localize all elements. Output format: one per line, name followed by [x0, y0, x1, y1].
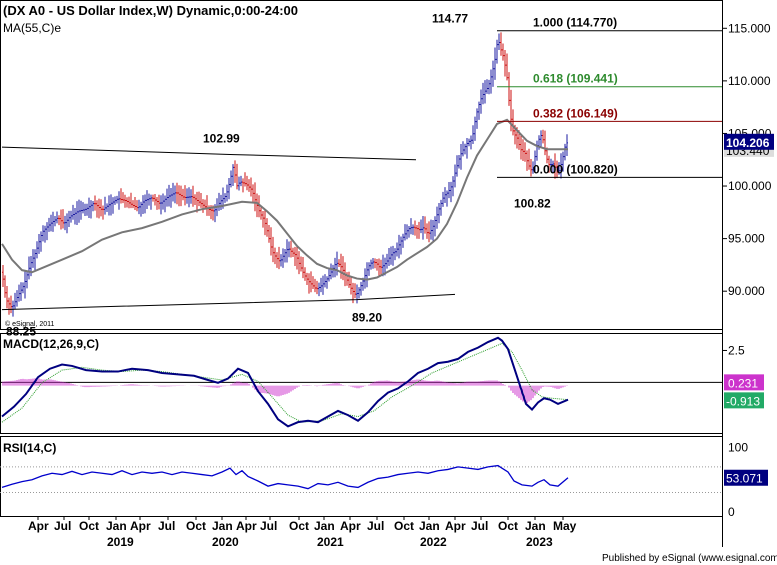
- x-tick-label: Jan: [419, 519, 440, 533]
- x-tick-label: Jan: [314, 519, 335, 533]
- macd-value-badge: [724, 374, 764, 391]
- x-tick-label: Jan: [525, 519, 546, 533]
- last-price-text: 104.206: [726, 136, 770, 150]
- ma-55-line: [1, 118, 568, 281]
- x-tick-label: Oct: [498, 519, 518, 533]
- macd-signal-text: -0.913: [726, 394, 760, 408]
- macd-tick-label: 2.5: [728, 343, 745, 357]
- x-tick-label: Apr: [340, 519, 361, 533]
- rsi-tick-label: 100: [728, 441, 748, 455]
- price-tick-label: 90.000: [728, 284, 765, 298]
- rsi-line: [1, 464, 569, 490]
- x-tick-label: Jul: [54, 519, 71, 533]
- x-tick-label: Jul: [471, 519, 488, 533]
- ma-legend: MA(55,C)e: [3, 21, 61, 35]
- chart-title: (DX A0 - US Dollar Index,W) Dynamic,0:00…: [3, 3, 298, 18]
- macd-line: [1, 336, 569, 428]
- annotation-89.20: 89.20: [352, 311, 382, 325]
- last-price-badge: [724, 133, 774, 150]
- footer-box: [599, 549, 777, 565]
- price-tick-label: 100.000: [728, 179, 772, 193]
- annotation-88.25: 88.25: [6, 325, 36, 339]
- x-tick-label: Oct: [186, 519, 206, 533]
- annotation-100.82: 100.82: [514, 196, 551, 210]
- rsi-value-badge: [724, 469, 768, 486]
- year-label: 2020: [212, 535, 239, 549]
- channel-upper-line: [1, 146, 417, 161]
- price-axis: 90.00095.000100.000105.000110.000115.000…: [722, 21, 774, 298]
- rsi-legend: RSI(14,C): [3, 441, 56, 455]
- fib-label-1.000: 1.000 (114.770): [533, 16, 617, 30]
- x-tick-label: Jul: [158, 519, 175, 533]
- published-by: Published by eSignal (www.esignal.com): [602, 553, 777, 564]
- rsi-panel: 100 0 53.071: [0, 441, 768, 519]
- channel-lower-line: [1, 293, 456, 311]
- fib-label-0.000: 0.000 (100.820): [533, 162, 618, 176]
- ma-line: [1, 118, 568, 281]
- x-tick-label: Oct: [289, 519, 309, 533]
- x-tick-label: Jan: [106, 519, 127, 533]
- x-tick-label: Apr: [28, 519, 49, 533]
- x-tick-label: Jul: [367, 519, 384, 533]
- macd-signal-badge: [724, 392, 764, 409]
- price-tick-label: 110.000: [728, 74, 771, 88]
- fib-label-0.382: 0.382 (106.149): [533, 106, 618, 120]
- trend-lines: [1, 30, 722, 311]
- x-tick-label: Oct: [394, 519, 414, 533]
- macd-legend: MACD(12,26,9,C): [3, 337, 99, 351]
- price-bars: [2, 32, 568, 317]
- macd-panel: 2.5 0.231 -0.913: [0, 336, 764, 428]
- x-tick-label: Apr: [445, 519, 466, 533]
- year-label: 2022: [420, 535, 447, 549]
- rsi-value-text: 53.071: [726, 472, 763, 486]
- year-label: 2019: [107, 535, 134, 549]
- price-annotations: 1.000 (114.770) 0.618 (109.441) 0.382 (106…: [6, 12, 618, 339]
- copyright-label: © eSignal, 2011: [5, 320, 55, 328]
- x-tick-label: Jul: [260, 519, 277, 533]
- x-tick-label: May: [553, 519, 577, 533]
- price-tick-label: 95.000: [728, 232, 765, 246]
- annotation-114.77: 114.77: [432, 12, 468, 26]
- annotation-102.99: 102.99: [203, 132, 240, 146]
- price-tick-label: 115.000: [728, 21, 771, 35]
- fib-label-0.618: 0.618 (109.441): [533, 72, 618, 86]
- time-axis: Apr Jul Oct Jan Apr Jul Oct Jan Apr Jul Oct Jan Apr J…: [28, 517, 577, 549]
- x-tick-label: Oct: [79, 519, 99, 533]
- rsi-tick-label: 0: [728, 505, 735, 519]
- year-label: 2023: [526, 535, 553, 549]
- x-tick-label: Jan: [212, 519, 233, 533]
- x-tick-label: Apr: [130, 519, 151, 533]
- macd-value-text: 0.231: [728, 376, 758, 390]
- year-label: 2021: [317, 535, 344, 549]
- x-tick-label: Apr: [236, 519, 257, 533]
